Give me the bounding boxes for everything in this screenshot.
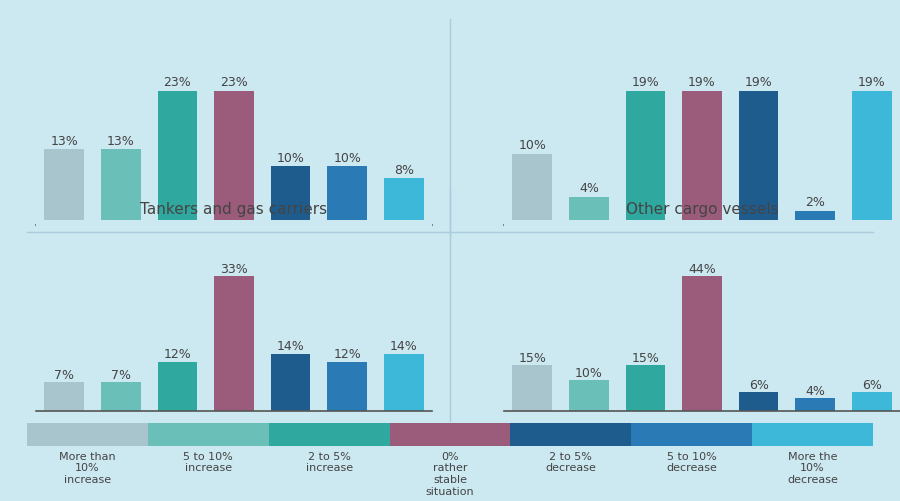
Text: 13%: 13% [107, 134, 135, 147]
Text: 7%: 7% [54, 368, 75, 381]
Text: 4%: 4% [579, 181, 599, 194]
Text: 15%: 15% [632, 351, 660, 364]
Bar [510, 423, 631, 446]
Text: 14%: 14% [390, 339, 418, 352]
Text: 15%: 15% [518, 351, 546, 364]
Bar [626, 91, 665, 225]
Bar [752, 423, 873, 446]
Text: 5 to 10%
increase: 5 to 10% increase [184, 451, 233, 472]
Text: 10%: 10% [276, 152, 304, 165]
Text: 2%: 2% [806, 195, 825, 208]
Bar [148, 423, 269, 446]
Bar [512, 155, 552, 225]
Text: 0%
rather
stable
situation: 0% rather stable situation [426, 451, 474, 495]
Text: 19%: 19% [632, 76, 660, 89]
Text: More the
10%
decrease: More the 10% decrease [788, 451, 838, 484]
Text: 19%: 19% [744, 76, 772, 89]
Bar [44, 382, 84, 411]
Bar [569, 380, 608, 411]
Text: 19%: 19% [858, 76, 886, 89]
Text: 6%: 6% [862, 378, 882, 391]
Text: 2 to 5%
decrease: 2 to 5% decrease [545, 451, 597, 472]
Bar [390, 423, 510, 446]
Bar [852, 91, 892, 225]
Title: Tankers and gas carriers: Tankers and gas carriers [140, 201, 328, 216]
Text: 7%: 7% [111, 368, 130, 381]
Bar [214, 277, 254, 411]
Text: More than
10%
increase: More than 10% increase [59, 451, 116, 484]
Bar [27, 423, 148, 446]
Text: 14%: 14% [276, 339, 304, 352]
Bar [739, 393, 778, 411]
Bar [101, 382, 140, 411]
Bar [158, 91, 197, 225]
Text: 44%: 44% [688, 263, 716, 276]
Bar [384, 354, 424, 411]
Bar [512, 365, 552, 411]
Bar [682, 277, 722, 411]
Bar [626, 365, 665, 411]
Bar [158, 362, 197, 411]
Bar [682, 91, 722, 225]
Title: Other cargo vessels: Other cargo vessels [626, 201, 778, 216]
Text: 19%: 19% [688, 76, 716, 89]
Text: 5 to 10%
decrease: 5 to 10% decrease [666, 451, 717, 472]
Text: 33%: 33% [220, 262, 248, 275]
Bar [796, 399, 835, 411]
Bar [328, 362, 367, 411]
Text: 23%: 23% [220, 76, 248, 89]
Bar [384, 179, 424, 225]
Bar [739, 91, 778, 225]
Bar [328, 167, 367, 225]
Text: 10%: 10% [333, 152, 361, 165]
Text: 2 to 5%
increase: 2 to 5% increase [306, 451, 353, 472]
Text: 13%: 13% [50, 134, 78, 147]
Bar [44, 150, 84, 225]
Bar [569, 197, 608, 225]
Bar [271, 354, 310, 411]
Bar [101, 150, 140, 225]
Bar [214, 91, 254, 225]
Bar [852, 393, 892, 411]
Text: 12%: 12% [333, 348, 361, 360]
Text: 8%: 8% [393, 163, 414, 176]
Text: 4%: 4% [806, 384, 825, 397]
Text: 6%: 6% [749, 378, 769, 391]
Bar [796, 211, 835, 225]
Bar [631, 423, 752, 446]
Text: 10%: 10% [575, 366, 603, 379]
Text: 10%: 10% [518, 139, 546, 152]
Text: 23%: 23% [164, 76, 192, 89]
Bar [271, 167, 310, 225]
Bar [269, 423, 390, 446]
Text: 12%: 12% [164, 348, 192, 360]
